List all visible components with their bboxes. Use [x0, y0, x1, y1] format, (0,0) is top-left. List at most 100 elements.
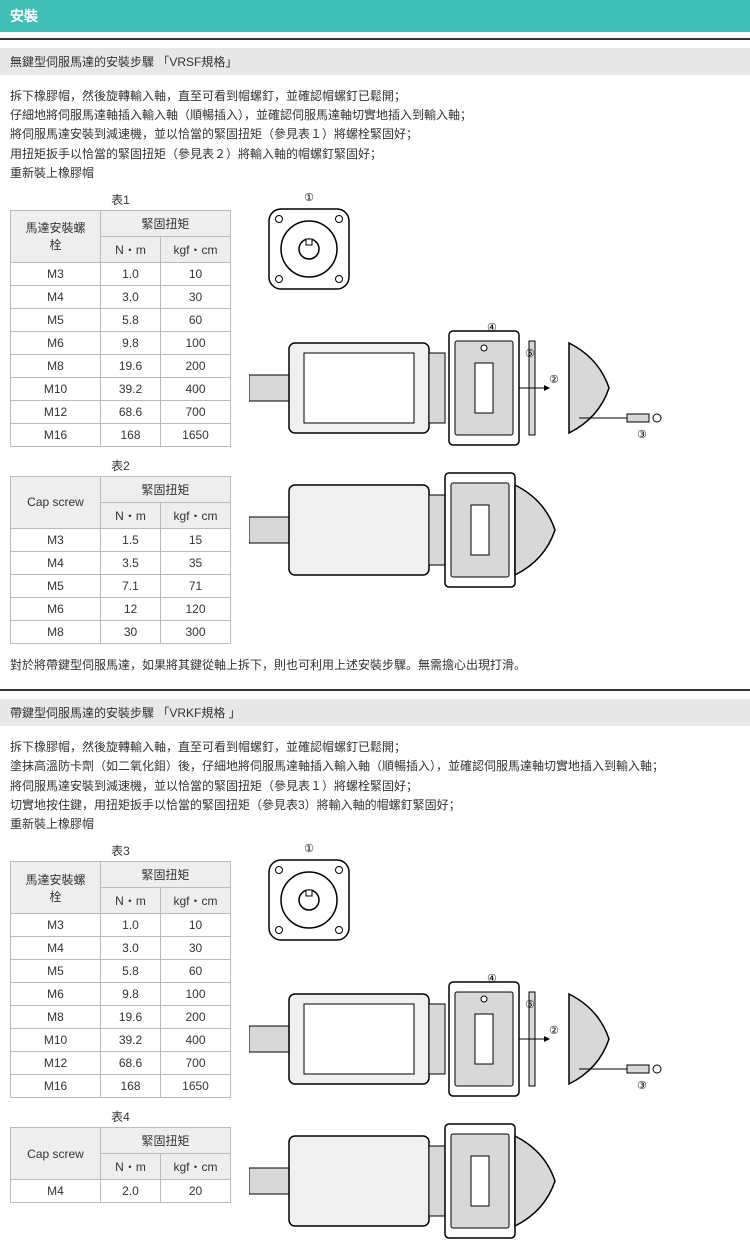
tables-group-2: 表3 馬達安裝螺栓緊固扭矩N・mkgf・cmM31.010M43.030M55.…	[10, 842, 231, 1203]
table-header: kgf・cm	[161, 888, 231, 914]
table-cell: 1650	[161, 1075, 231, 1098]
instruction-line: 切實地按住鍵，用扭矩扳手以恰當的緊固扭矩（參見表3）將輸入軸的帽螺釘緊固好；	[10, 796, 740, 815]
table-cell: 9.8	[101, 331, 161, 354]
table-row: M31.010	[11, 914, 231, 937]
content-row-1: 表1 馬達安裝螺栓緊固扭矩N・mkgf・cmM31.010M43.030M55.…	[0, 187, 750, 648]
table-row: M31.515	[11, 528, 231, 551]
table-cell: 12	[101, 597, 161, 620]
table-cell: M4	[11, 551, 101, 574]
svg-text:②: ②	[549, 374, 559, 386]
svg-text:③: ③	[637, 429, 647, 441]
table-cell: M3	[11, 528, 101, 551]
table-cell: 60	[161, 308, 231, 331]
table-cell: 3.0	[101, 937, 161, 960]
table-cell: 3.5	[101, 551, 161, 574]
assembled-diagram-1	[249, 465, 669, 595]
table-header: kgf・cm	[161, 1154, 231, 1180]
table-cell: 20	[161, 1180, 231, 1203]
svg-text:⑤: ⑤	[525, 999, 535, 1011]
table3-title: 表3	[10, 842, 231, 859]
table-header: 馬達安裝螺栓	[11, 210, 101, 262]
table-header: 緊固扭矩	[101, 210, 231, 236]
table-cell: 120	[161, 597, 231, 620]
table2-title: 表2	[10, 457, 231, 474]
table-cell: 15	[161, 528, 231, 551]
table-cell: 60	[161, 960, 231, 983]
table-row: M612120	[11, 597, 231, 620]
svg-text:③: ③	[637, 1080, 647, 1092]
table-row: M1268.6700	[11, 1052, 231, 1075]
table-cell: M6	[11, 331, 101, 354]
table-cell: M3	[11, 914, 101, 937]
instruction-line: 重新裝上橡膠帽	[10, 164, 740, 183]
table-cell: M5	[11, 308, 101, 331]
note-1: 對於將帶鍵型伺服馬達，如果將其鍵從軸上拆下，則也可利用上述安裝步驟。無需擔心出現…	[0, 648, 750, 683]
table-row: M69.8100	[11, 983, 231, 1006]
instruction-line: 仔細地將伺服馬達軸插入輸入軸（順暢插入），並確認伺服馬達軸切實地插入到輸入軸；	[10, 106, 740, 125]
table-cell: 1.0	[101, 914, 161, 937]
table-row: M69.8100	[11, 331, 231, 354]
table-cell: 2.0	[101, 1180, 161, 1203]
table-cell: M5	[11, 574, 101, 597]
table-cell: 68.6	[101, 400, 161, 423]
svg-text:④: ④	[487, 323, 497, 334]
table-row: M161681650	[11, 423, 231, 446]
svg-text:⑤: ⑤	[525, 348, 535, 360]
table-header: 緊固扭矩	[101, 476, 231, 502]
table1: 馬達安裝螺栓緊固扭矩N・mkgf・cmM31.010M43.030M55.860…	[10, 210, 231, 447]
table-row: M819.6200	[11, 1006, 231, 1029]
table-cell: M16	[11, 1075, 101, 1098]
table-cell: 168	[101, 423, 161, 446]
svg-text:②: ②	[549, 1025, 559, 1037]
table2: Cap screw緊固扭矩N・mkgf・cmM31.515M43.535M57.…	[10, 476, 231, 644]
svg-text:④: ④	[487, 974, 497, 985]
table-cell: M12	[11, 1052, 101, 1075]
table-header: N・m	[101, 888, 161, 914]
instructions-1: 拆下橡膠帽，然後旋轉輸入軸，直至可看到帽螺釘，並確認帽螺釘已鬆開；仔細地將伺服馬…	[0, 83, 750, 187]
table-row: M55.860	[11, 960, 231, 983]
table-cell: 10	[161, 914, 231, 937]
table3: 馬達安裝螺栓緊固扭矩N・mkgf・cmM31.010M43.030M55.860…	[10, 861, 231, 1098]
table-cell: 9.8	[101, 983, 161, 1006]
table-cell: M6	[11, 983, 101, 1006]
table-cell: M8	[11, 620, 101, 643]
table-cell: 68.6	[101, 1052, 161, 1075]
divider	[0, 689, 750, 691]
instruction-line: 將伺服馬達安裝到減速機，並以恰當的緊固扭矩（參見表１）將螺栓緊固好；	[10, 125, 740, 144]
table-cell: 7.1	[101, 574, 161, 597]
table-cell: M4	[11, 1180, 101, 1203]
table-header: N・m	[101, 1154, 161, 1180]
table-header: 緊固扭矩	[101, 1128, 231, 1154]
table-cell: M8	[11, 1006, 101, 1029]
section2-title: 帶鍵型伺服馬達的安裝步驟 「VRKF規格 」	[0, 699, 750, 726]
table-cell: M8	[11, 354, 101, 377]
table-header: 緊固扭矩	[101, 862, 231, 888]
table-header: kgf・cm	[161, 236, 231, 262]
table-row: M43.535	[11, 551, 231, 574]
table-cell: 1650	[161, 423, 231, 446]
tables-group-1: 表1 馬達安裝螺栓緊固扭矩N・mkgf・cmM31.010M43.030M55.…	[10, 191, 231, 644]
table-cell: 700	[161, 1052, 231, 1075]
table4: Cap screw緊固扭矩N・mkgf・cmM42.020	[10, 1127, 231, 1203]
table-row: M819.6200	[11, 354, 231, 377]
table-cell: 71	[161, 574, 231, 597]
table-cell: 400	[161, 377, 231, 400]
table-cell: 700	[161, 400, 231, 423]
table-cell: 30	[161, 937, 231, 960]
table-header: Cap screw	[11, 476, 101, 528]
table-cell: M10	[11, 377, 101, 400]
instruction-line: 拆下橡膠帽，然後旋轉輸入軸，直至可看到帽螺釘，並確認帽螺釘已鬆開；	[10, 738, 740, 757]
table-cell: 1.5	[101, 528, 161, 551]
instruction-line: 拆下橡膠帽，然後旋轉輸入軸，直至可看到帽螺釘，並確認帽螺釘已鬆開；	[10, 87, 740, 106]
page-header: 安裝	[0, 0, 750, 32]
table-cell: M3	[11, 262, 101, 285]
instruction-line: 塗抹高溫防卡劑（如二氧化鉬）後，仔細地將伺服馬達軸插入輸入軸（順暢插入），並確認…	[10, 757, 740, 776]
table-cell: M10	[11, 1029, 101, 1052]
table-cell: 35	[161, 551, 231, 574]
table-header: N・m	[101, 502, 161, 528]
table-row: M57.171	[11, 574, 231, 597]
content-row-2: 表3 馬達安裝螺栓緊固扭矩N・mkgf・cmM31.010M43.030M55.…	[0, 838, 750, 1250]
svg-text:①: ①	[304, 843, 314, 855]
table-row: M1039.2400	[11, 377, 231, 400]
instruction-line: 將伺服馬達安裝到減速機，並以恰當的緊固扭矩（參見表１）將螺栓緊固好；	[10, 777, 740, 796]
